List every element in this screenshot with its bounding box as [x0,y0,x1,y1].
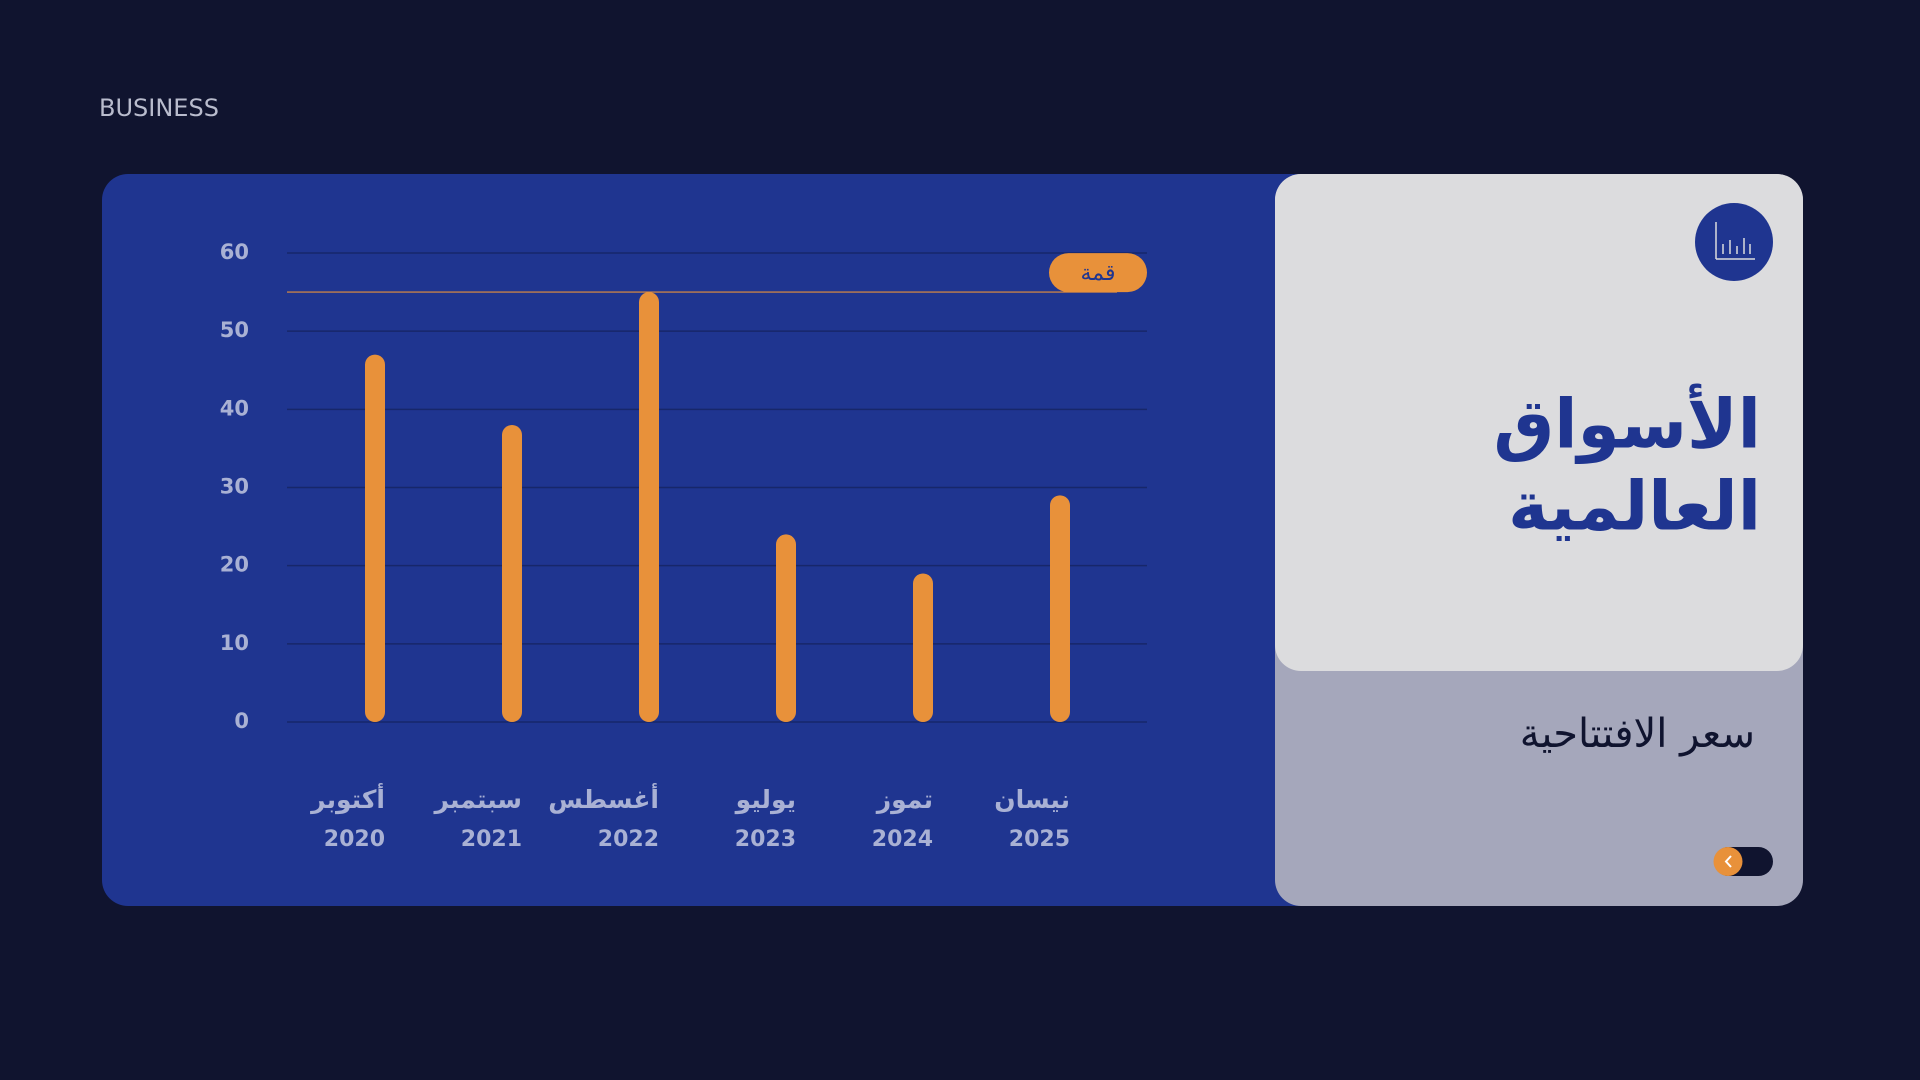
bar [365,354,385,722]
y-tick-label: 50 [220,318,249,342]
chart-icon-glyph [1715,222,1755,260]
x-tick-label: نيسان [994,785,1070,814]
x-tick-label: أكتوبر [309,783,385,815]
x-tick-sublabel: 2022 [598,827,659,852]
toggle-arrow [1724,855,1732,868]
y-tick-label: 20 [220,553,249,577]
y-tick-label: 60 [220,240,249,264]
y-tick-label: 40 [220,396,249,420]
x-tick-sublabel: 2021 [461,827,522,852]
chart-icon [1695,203,1773,281]
x-tick-sublabel: 2025 [1009,827,1070,852]
bar [913,573,933,722]
bar [639,292,659,722]
x-tick-label: تموز [875,785,933,815]
y-tick-label: 0 [234,709,249,733]
x-tick-label: يوليو [734,785,796,815]
bar [776,534,796,722]
card-title: العالمية [1508,468,1761,547]
card-title: الأسواق [1493,383,1761,465]
y-tick-label: 10 [220,631,249,655]
peak-label: قمة [1080,261,1115,286]
bar [1050,495,1070,722]
x-tick-label: أغسطس [548,783,659,814]
x-tick-sublabel: 2020 [324,827,385,852]
header-label: BUSINESS [99,94,219,122]
card-subtitle: سعر الافتتاحية [1520,711,1755,757]
bar [502,424,522,722]
toggle-knob[interactable] [1713,847,1743,876]
peak-badge [1049,253,1147,293]
x-tick-label: سبتمبر [432,785,522,815]
info-card-top [1275,174,1803,671]
chart-panel [102,174,1322,906]
x-tick-sublabel: 2024 [872,827,933,852]
x-tick-sublabel: 2023 [735,827,796,852]
plot: 0 10 20 30 40 50 60 قمة أكتوبر 2020 سبتمبر 2021 أغسط… [220,240,1147,852]
y-tick-label: 30 [220,475,249,499]
